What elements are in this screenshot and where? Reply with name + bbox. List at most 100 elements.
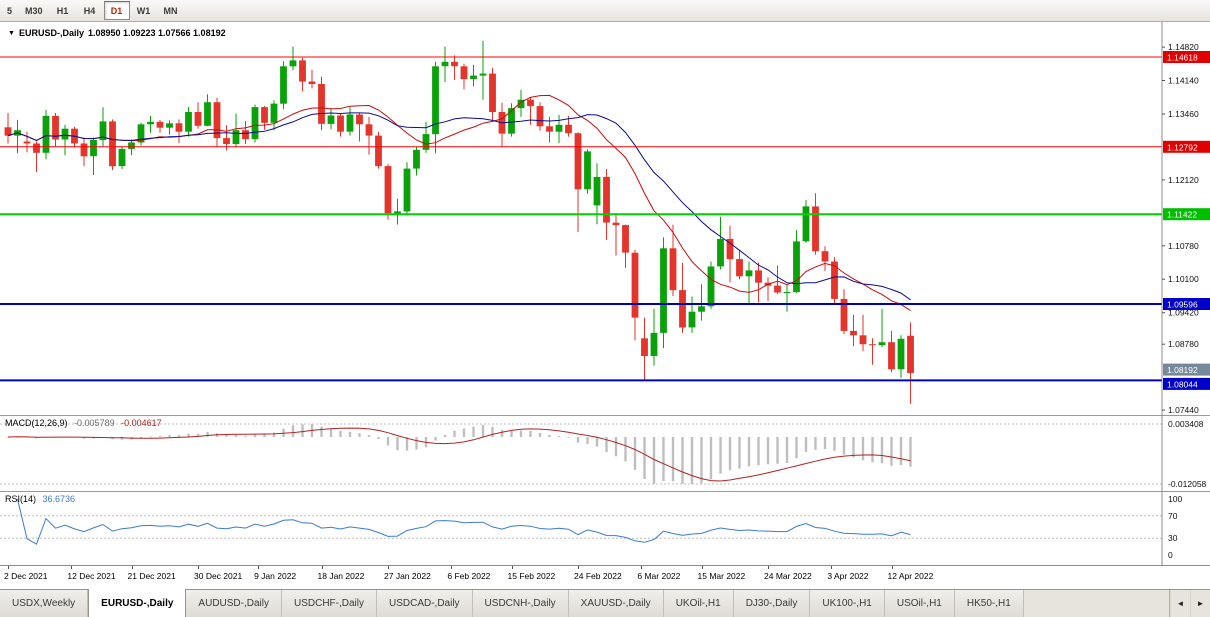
date-axis[interactable]: 2 Dec 2021 12 Dec 2021 21 Dec 2021 30 Dec 2… [0, 565, 1210, 589]
date-tick [891, 566, 893, 569]
chart-tabs-strip: USDX,Weekly EURUSD-,Daily AUDUSD-,Daily USD… [0, 589, 1024, 617]
rsi-chart[interactable]: 100 70 30 0 [0, 491, 1210, 565]
svg-text:1.08192: 1.08192 [1167, 365, 1198, 375]
date-label: 3 Apr 2022 [827, 571, 869, 581]
svg-text:-0.012058: -0.012058 [1168, 479, 1207, 489]
timeframe-5-button[interactable]: 5 [7, 5, 13, 16]
chart-tabs-bar: USDX,Weekly EURUSD-,Daily AUDUSD-,Daily USD… [0, 589, 1210, 617]
ma-fast-line [7, 94, 911, 312]
svg-text:1.12792: 1.12792 [1167, 142, 1198, 152]
tabs-scroll-left-button[interactable]: ◄ [1170, 590, 1190, 617]
svg-text:0.003408: 0.003408 [1168, 419, 1204, 429]
tab-dj30-daily[interactable]: DJ30-,Daily [733, 590, 811, 617]
tab-hk50-h1[interactable]: HK50-,H1 [954, 590, 1024, 617]
date-label: 27 Jan 2022 [384, 571, 431, 581]
date-label: 24 Mar 2022 [764, 571, 812, 581]
date-tick [511, 566, 513, 569]
macd-value-signal: -0.004617 [121, 418, 162, 428]
date-label: 6 Feb 2022 [447, 571, 491, 581]
macd-chart[interactable]: 0.003408 -0.012058 [0, 415, 1210, 491]
svg-text:1.14140: 1.14140 [1168, 76, 1199, 86]
tab-usdcad-daily[interactable]: USDCAD-,Daily [376, 590, 473, 617]
date-label: 18 Jan 2022 [317, 571, 365, 581]
tab-eurusd-daily[interactable]: EURUSD-,Daily [88, 589, 187, 617]
date-label: 15 Mar 2022 [697, 571, 746, 581]
date-label: 30 Dec 2021 [194, 571, 243, 581]
tab-uk100-h1[interactable]: UK100-,H1 [810, 590, 885, 617]
tab-xauusd-daily[interactable]: XAUUSD-,Daily [568, 590, 664, 617]
svg-text:1.14618: 1.14618 [1167, 53, 1198, 63]
date-tick [768, 566, 769, 569]
candlestick-series [4, 40, 914, 404]
timeframe-d1-button[interactable]: D1 [103, 1, 130, 20]
ma-slow-line [7, 112, 911, 301]
tabs-scroll-controls: ◄ ► [1169, 590, 1210, 617]
date-label: 6 Mar 2022 [637, 571, 681, 581]
svg-text:1.13460: 1.13460 [1168, 109, 1199, 119]
macd-histogram [6, 424, 912, 484]
tab-usdx-weekly[interactable]: USDX,Weekly [0, 590, 89, 617]
date-label: 9 Jan 2022 [254, 571, 297, 581]
date-tick [131, 566, 133, 569]
date-tick [388, 566, 389, 569]
timeframe-h1-button[interactable]: H1 [56, 5, 69, 16]
tab-audusd-daily[interactable]: AUDUSD-,Daily [186, 590, 282, 617]
rsi-label: RSI(14) 36.6736 [5, 494, 75, 504]
date-label: 21 Dec 2021 [127, 571, 176, 581]
macd-indicator-panel[interactable]: 0.003408 -0.012058 MACD(12,26,9) -0.00578… [0, 415, 1210, 491]
date-label: 2 Dec 2021 [4, 571, 48, 581]
date-tick [198, 566, 199, 569]
svg-text:1.08044: 1.08044 [1167, 379, 1198, 389]
rsi-value: 36.6736 [42, 494, 76, 504]
date-label: 12 Apr 2022 [887, 571, 934, 581]
tab-ukoil-h1[interactable]: UKOil-,H1 [663, 590, 734, 617]
date-tick [321, 566, 323, 569]
scroll-left-icon: ◄ [1176, 599, 1185, 608]
svg-text:30: 30 [1168, 533, 1178, 543]
date-tick [641, 566, 643, 569]
svg-text:1.09596: 1.09596 [1167, 300, 1198, 310]
date-tick [451, 566, 453, 569]
svg-text:1.10100: 1.10100 [1168, 274, 1199, 284]
price-chart-panel[interactable]: 1.14820 1.14140 1.13460 1.12120 1.10780 1.101… [0, 22, 1210, 415]
macd-label: MACD(12,26,9) -0.005789 -0.004617 [5, 418, 162, 428]
macd-axis[interactable]: 0.003408 -0.012058 [1161, 415, 1207, 491]
horizontal-level-lines[interactable] [0, 56, 1162, 382]
chart-ohlc-values: 1.08950 1.09223 1.07566 1.08192 [87, 28, 226, 38]
macd-value-main: -0.005789 [74, 418, 115, 428]
chevron-down-icon[interactable]: ▼ [8, 29, 15, 37]
date-label: 12 Dec 2021 [67, 571, 116, 581]
macd-name: MACD(12,26,9) [5, 418, 68, 428]
svg-text:1.11422: 1.11422 [1167, 210, 1197, 220]
rsi-axis[interactable]: 100 70 30 0 [1161, 491, 1182, 565]
timeframe-m30-button[interactable]: M30 [25, 5, 43, 16]
date-label: 15 Feb 2022 [507, 571, 556, 581]
tab-usoil-h1[interactable]: USOil-,H1 [884, 590, 955, 617]
date-tick [578, 566, 579, 569]
price-chart[interactable]: 1.14820 1.14140 1.13460 1.12120 1.10780 1.101… [0, 22, 1210, 415]
svg-text:1.12120: 1.12120 [1168, 175, 1199, 185]
timeframe-h4-button[interactable]: H4 [83, 5, 96, 16]
svg-text:1.10780: 1.10780 [1168, 241, 1199, 251]
tabs-scroll-right-button[interactable]: ► [1190, 590, 1210, 617]
rsi-line [17, 498, 911, 545]
svg-text:1.07440: 1.07440 [1168, 405, 1199, 415]
svg-text:100: 100 [1168, 494, 1182, 504]
date-tick [831, 566, 833, 569]
svg-text:1.08780: 1.08780 [1168, 339, 1199, 349]
timeframe-toolbar: 5 M30 H1 H4 D1 W1 MN [0, 0, 1210, 22]
timeframe-w1-button[interactable]: W1 [136, 5, 151, 16]
tab-usdchf-daily[interactable]: USDCHF-,Daily [281, 590, 377, 617]
svg-text:1.14820: 1.14820 [1168, 42, 1199, 52]
timeframe-mn-button[interactable]: MN [163, 5, 178, 16]
svg-text:70: 70 [1168, 511, 1178, 521]
svg-text:1.09420: 1.09420 [1168, 308, 1199, 318]
date-tick [701, 566, 703, 569]
date-tick [8, 566, 9, 569]
date-tick [71, 566, 73, 569]
rsi-indicator-panel[interactable]: 100 70 30 0 RSI(14) 36.6736 [0, 491, 1210, 565]
svg-text:0: 0 [1168, 550, 1173, 560]
tab-usdcnh-daily[interactable]: USDCNH-,Daily [472, 590, 569, 617]
price-axis[interactable]: 1.14820 1.14140 1.13460 1.12120 1.10780 1.101… [1161, 22, 1210, 415]
